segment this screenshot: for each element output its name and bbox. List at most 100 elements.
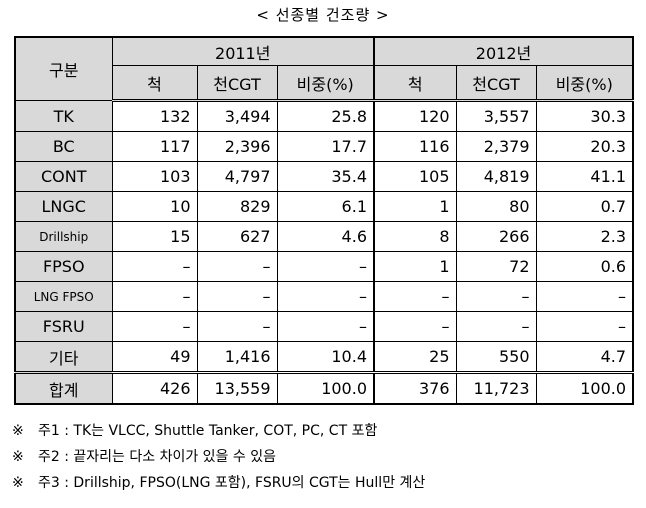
table-cell: 117	[111, 131, 198, 162]
table-cell: 0.6	[535, 251, 634, 282]
table-cell: 266	[455, 221, 537, 252]
table-cell: –	[535, 311, 634, 342]
table-cell: –	[373, 311, 457, 342]
table-row: LNGC 10 829 6.1 1 80 0.7	[14, 191, 634, 222]
table-cell: –	[276, 251, 375, 282]
table-cell: 0.7	[535, 191, 634, 222]
table-cell: –	[455, 311, 537, 342]
row-label: 기타	[14, 341, 113, 373]
table-cell: –	[535, 281, 634, 312]
table-cell: 41.1	[535, 161, 634, 192]
header-cell: 2011년	[111, 36, 375, 66]
table-row: FPSO – – –1 72 0.6	[14, 251, 634, 282]
table-cell: 30.3	[535, 100, 634, 132]
table-row: FSRU – – – – – –	[14, 311, 634, 342]
table-cell: 829	[196, 191, 278, 222]
table-cell: 3,494	[196, 100, 278, 132]
table-cell: –	[111, 311, 198, 342]
notes: ※ 주1 : TK는 VLCC, Shuttle Tanker, COT, PC,…	[12, 418, 425, 496]
note: ※ 주1 : TK는 VLCC, Shuttle Tanker, COT, PC,…	[12, 418, 425, 444]
table-row: CONT 103 4,797 35.4 105 4,819 41.1	[14, 161, 634, 192]
table-cell: 627	[196, 221, 278, 252]
row-label: 합계	[14, 371, 113, 405]
header-row: 척 천CGT 비중(%) 척 천CGT 비중(%)	[15, 65, 634, 102]
header-cell: 비중(%)	[276, 65, 375, 102]
table-cell: 550	[455, 341, 537, 373]
header-cell: 비중(%)	[535, 65, 634, 102]
table-cell: 80	[455, 191, 537, 222]
table-cell: 2.3	[535, 221, 634, 252]
table-cell: 120	[373, 100, 457, 132]
table-cell: 4,797	[196, 161, 278, 192]
header-cell: 천CGT	[455, 65, 537, 102]
row-label: FPSO	[14, 251, 113, 282]
row-label: Drillship	[14, 221, 113, 252]
row-label: BC	[14, 131, 113, 162]
note: ※ 주2 : 끝자리는 다소 차이가 있을 수 있음	[12, 444, 425, 470]
header-cell: 구분	[14, 36, 113, 101]
table-row: 기타 49 1,416 10.4 25 550 4.7	[14, 341, 634, 373]
note-text: 주2 : 끝자리는 다소 차이가 있을 수 있음	[38, 449, 276, 465]
table-cell: 3,557	[455, 100, 537, 132]
table-cell: 4.6	[276, 221, 375, 252]
table-cell: 15	[111, 221, 198, 252]
table-cell: 105	[373, 161, 457, 192]
table-cell: 10	[111, 191, 198, 222]
table-row: BC 117 2,396 17.7 116 2,379 20.3	[14, 131, 634, 162]
table-cell: 2,396	[196, 131, 278, 162]
row-label: CONT	[14, 161, 113, 192]
title: < 선종별 건조량 >	[256, 6, 390, 24]
table-cell: 20.3	[535, 131, 634, 162]
row-label: TK	[14, 100, 113, 132]
table-cell: 10.4	[276, 341, 375, 373]
table-cell: 25.8	[276, 100, 375, 132]
header-cell: 척	[373, 65, 457, 102]
header-cell: 척	[111, 65, 198, 102]
table-cell: 376	[373, 371, 457, 405]
table-cell: 1,416	[196, 341, 278, 373]
table-cell: 1	[373, 251, 457, 282]
header-row: 구분 2011년 2012년	[14, 36, 634, 101]
table-cell: 25	[373, 341, 457, 373]
table-cell: 13,559	[196, 371, 278, 405]
table-cell: 103	[111, 161, 198, 192]
table-cell: –	[373, 281, 457, 312]
header-cell: 2012년	[372, 36, 634, 66]
note-text: 주1 : TK는 VLCC, Shuttle Tanker, COT, PC, …	[38, 423, 378, 439]
table: 구분 2011년 2012년 척 천CGT 비중(%) 척 천CGT 비중(%) TK 13…	[14, 36, 635, 405]
table-cell: 4,819	[455, 161, 537, 192]
table-cell: –	[196, 311, 278, 342]
note: ※ 주3 : Drillship, FPSO(LNG 포함), FSRU의 CGT…	[12, 470, 425, 496]
table-cell: 100.0	[535, 371, 634, 405]
table-cell: –	[276, 281, 375, 312]
row-label: LNG FPSO	[14, 281, 113, 312]
table-cell: 2,379	[455, 131, 537, 162]
table-cell: –	[276, 311, 375, 342]
row-label: LNGC	[14, 191, 113, 222]
note-mark: ※	[12, 449, 24, 465]
table-cell: –	[196, 251, 278, 282]
note-mark: ※	[12, 423, 24, 439]
table-body: TK 132 3,494 25.8 120 3,557 30.3 BC 117 2,396 17.7…	[14, 100, 634, 405]
table-cell: 132	[111, 100, 198, 132]
table-row: Drillship 15 627 4.6 8 266 2.3	[14, 221, 634, 252]
table-cell: 426	[111, 371, 198, 405]
table-cell: 100.0	[276, 371, 375, 405]
table-cell: 35.4	[276, 161, 375, 192]
note-text: 주3 : Drillship, FPSO(LNG 포함), FSRU의 CGT는…	[38, 475, 426, 491]
table-row: LNG FPSO – – – – – –	[14, 281, 634, 312]
note-mark: ※	[12, 475, 24, 491]
table-cell: 49	[111, 341, 198, 373]
table-cell: 11,723	[455, 371, 537, 405]
table-cell: 6.1	[276, 191, 375, 222]
table-cell: –	[455, 281, 537, 312]
table-cell: 1	[373, 191, 457, 222]
table-row: 합계 426 13,559 100.0 376 11,723 100.0	[14, 371, 634, 405]
table-cell: 17.7	[276, 131, 375, 162]
table-cell: 4.7	[535, 341, 634, 373]
table-cell: 116	[373, 131, 457, 162]
table-cell: –	[111, 281, 198, 312]
table-cell: 8	[373, 221, 457, 252]
row-label: FSRU	[14, 311, 113, 342]
